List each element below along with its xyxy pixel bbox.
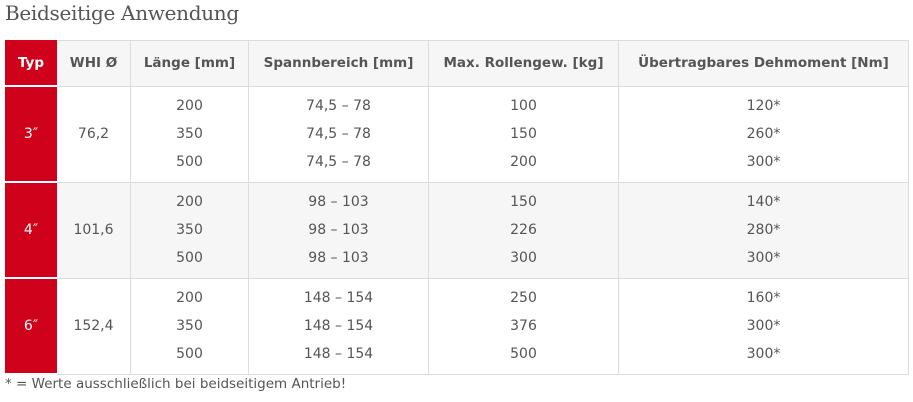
cell-moment-value: 300* xyxy=(746,346,781,362)
cell-whi: 152,4 xyxy=(56,277,131,375)
cell-gew: 150 226 300 xyxy=(428,181,619,279)
cell-spann-value: 98 – 103 xyxy=(308,222,369,238)
cell-spann: 148 – 154 148 – 154 148 – 154 xyxy=(248,277,429,375)
cell-spann-value: 98 – 103 xyxy=(308,250,369,266)
cell-spann-value: 148 – 154 xyxy=(303,290,374,306)
cell-moment-value: 300* xyxy=(746,154,781,170)
cell-laenge: 200 350 500 xyxy=(130,277,249,375)
cell-gew-value: 500 xyxy=(510,346,537,362)
table-row: 3″ 76,2 200 350 500 74,5 – 78 74,5 – 78 74,5 – … xyxy=(5,85,909,183)
cell-laenge-value: 200 xyxy=(176,98,203,114)
cell-typ-value: 3″ xyxy=(23,126,39,142)
cell-laenge-value: 350 xyxy=(176,126,203,142)
cell-gew-value: 300 xyxy=(510,250,537,266)
cell-moment-value: 120* xyxy=(746,98,781,114)
cell-moment-value: 280* xyxy=(746,222,781,238)
cell-gew-value: 150 xyxy=(510,126,537,142)
header-typ: Typ xyxy=(5,40,57,87)
header-row: Typ WHI Ø Länge [mm] Spannbereich [mm] M… xyxy=(5,40,909,87)
cell-spann-value: 74,5 – 78 xyxy=(306,154,371,170)
cell-moment: 120* 260* 300* xyxy=(618,85,909,183)
cell-moment-value: 300* xyxy=(746,250,781,266)
cell-typ-value: 6″ xyxy=(23,318,39,334)
header-rollengewicht: Max. Rollengew. [kg] xyxy=(428,40,619,87)
cell-spann-value: 98 – 103 xyxy=(308,194,369,210)
header-dehmoment: Übertragbares Dehmoment [Nm] xyxy=(618,40,909,87)
cell-spann-value: 74,5 – 78 xyxy=(306,126,371,142)
cell-spann: 98 – 103 98 – 103 98 – 103 xyxy=(248,181,429,279)
cell-moment: 140* 280* 300* xyxy=(618,181,909,279)
cell-whi-value: 101,6 xyxy=(73,222,114,238)
cell-laenge: 200 350 500 xyxy=(130,181,249,279)
header-whi: WHI Ø xyxy=(56,40,131,87)
cell-whi: 76,2 xyxy=(56,85,131,183)
table-row: 6″ 152,4 200 350 500 148 – 154 148 – 154 148 – … xyxy=(5,277,909,375)
cell-laenge-value: 350 xyxy=(176,318,203,334)
header-spannbereich: Spannbereich [mm] xyxy=(248,40,429,87)
cell-spann-value: 74,5 – 78 xyxy=(306,98,371,114)
cell-gew-value: 226 xyxy=(510,222,537,238)
section-title: Beidseitige Anwendung xyxy=(5,1,239,25)
cell-laenge: 200 350 500 xyxy=(130,85,249,183)
cell-gew-value: 150 xyxy=(510,194,537,210)
cell-gew: 100 150 200 xyxy=(428,85,619,183)
cell-gew-value: 376 xyxy=(510,318,537,334)
cell-gew: 250 376 500 xyxy=(428,277,619,375)
cell-spann: 74,5 – 78 74,5 – 78 74,5 – 78 xyxy=(248,85,429,183)
cell-gew-value: 100 xyxy=(510,98,537,114)
cell-laenge-value: 200 xyxy=(176,194,203,210)
cell-laenge-value: 500 xyxy=(176,250,203,266)
cell-whi: 101,6 xyxy=(56,181,131,279)
cell-typ: 6″ xyxy=(5,277,57,375)
footnote: * = Werte ausschließlich bei beidseitige… xyxy=(5,376,347,392)
cell-gew-value: 250 xyxy=(510,290,537,306)
cell-moment-value: 300* xyxy=(746,318,781,334)
cell-whi-value: 76,2 xyxy=(77,126,110,142)
cell-typ: 4″ xyxy=(5,181,57,279)
cell-laenge-value: 500 xyxy=(176,346,203,362)
cell-moment-value: 260* xyxy=(746,126,781,142)
cell-typ: 3″ xyxy=(5,85,57,183)
cell-moment-value: 140* xyxy=(746,194,781,210)
spec-table: Typ WHI Ø Länge [mm] Spannbereich [mm] M… xyxy=(5,40,909,375)
cell-laenge-value: 350 xyxy=(176,222,203,238)
cell-moment-value: 160* xyxy=(746,290,781,306)
cell-laenge-value: 500 xyxy=(176,154,203,170)
cell-moment: 160* 300* 300* xyxy=(618,277,909,375)
header-laenge: Länge [mm] xyxy=(130,40,249,87)
cell-spann-value: 148 – 154 xyxy=(303,346,374,362)
table-row: 4″ 101,6 200 350 500 98 – 103 98 – 103 98 – 103… xyxy=(5,181,909,279)
cell-gew-value: 200 xyxy=(510,154,537,170)
cell-typ-value: 4″ xyxy=(23,222,39,238)
cell-whi-value: 152,4 xyxy=(73,318,114,334)
cell-laenge-value: 200 xyxy=(176,290,203,306)
cell-spann-value: 148 – 154 xyxy=(303,318,374,334)
